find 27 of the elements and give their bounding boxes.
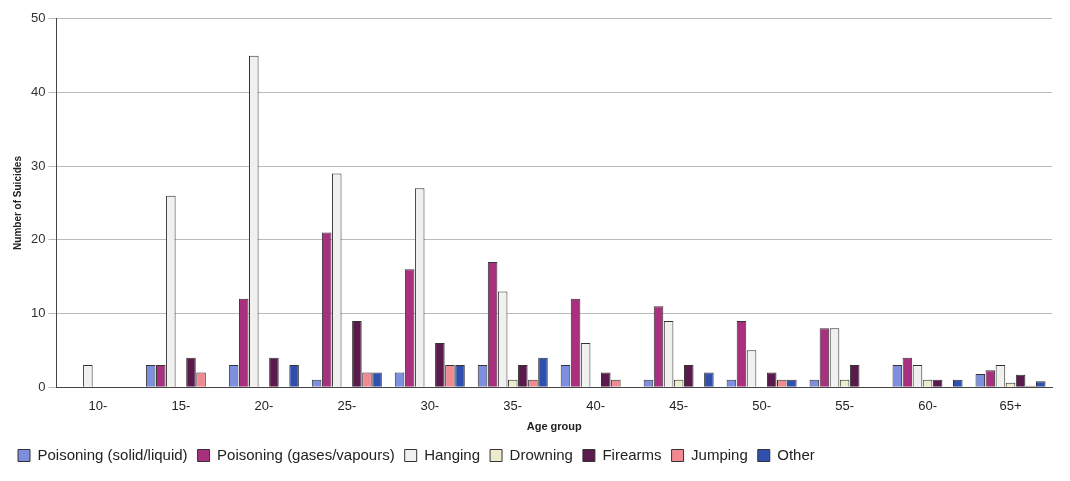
x-tick-label: 30-: [420, 397, 440, 413]
legend-label: Poisoning (solid/liquid): [37, 445, 188, 463]
legend-label: Hanging: [424, 445, 481, 463]
x-tick-label: 15-: [171, 397, 191, 413]
x-tick-label: 35-: [503, 397, 523, 413]
x-tick-label: 65+: [999, 397, 1022, 413]
x-tick-label: 40-: [586, 397, 606, 413]
x-tick-label: 45-: [669, 397, 689, 413]
legend-label: Drowning: [509, 445, 573, 463]
y-tick-label: 50: [30, 10, 46, 26]
legend-label: Other: [777, 445, 815, 463]
x-tick-label: 20-: [254, 397, 274, 413]
x-tick-label: 55-: [835, 397, 854, 413]
legend-label: Jumping: [691, 445, 748, 463]
y-tick-label: 10: [30, 305, 46, 321]
y-tick-label: 20: [30, 231, 46, 247]
y-tick-label: 40: [30, 84, 46, 100]
y-tick-label: 0: [38, 378, 46, 394]
x-tick-label: 10-: [88, 397, 108, 413]
x-tick-label: 50-: [752, 397, 772, 413]
x-axis-title: Age group: [526, 420, 583, 433]
legend-label: Poisoning (gases/vapours): [217, 445, 395, 463]
y-tick-label: 30: [30, 157, 46, 173]
legend-label: Firearms: [602, 445, 662, 463]
y-axis-title: Number of Suicides: [11, 155, 23, 250]
x-tick-label: 60-: [918, 397, 937, 413]
x-tick-label: 25-: [337, 397, 357, 413]
